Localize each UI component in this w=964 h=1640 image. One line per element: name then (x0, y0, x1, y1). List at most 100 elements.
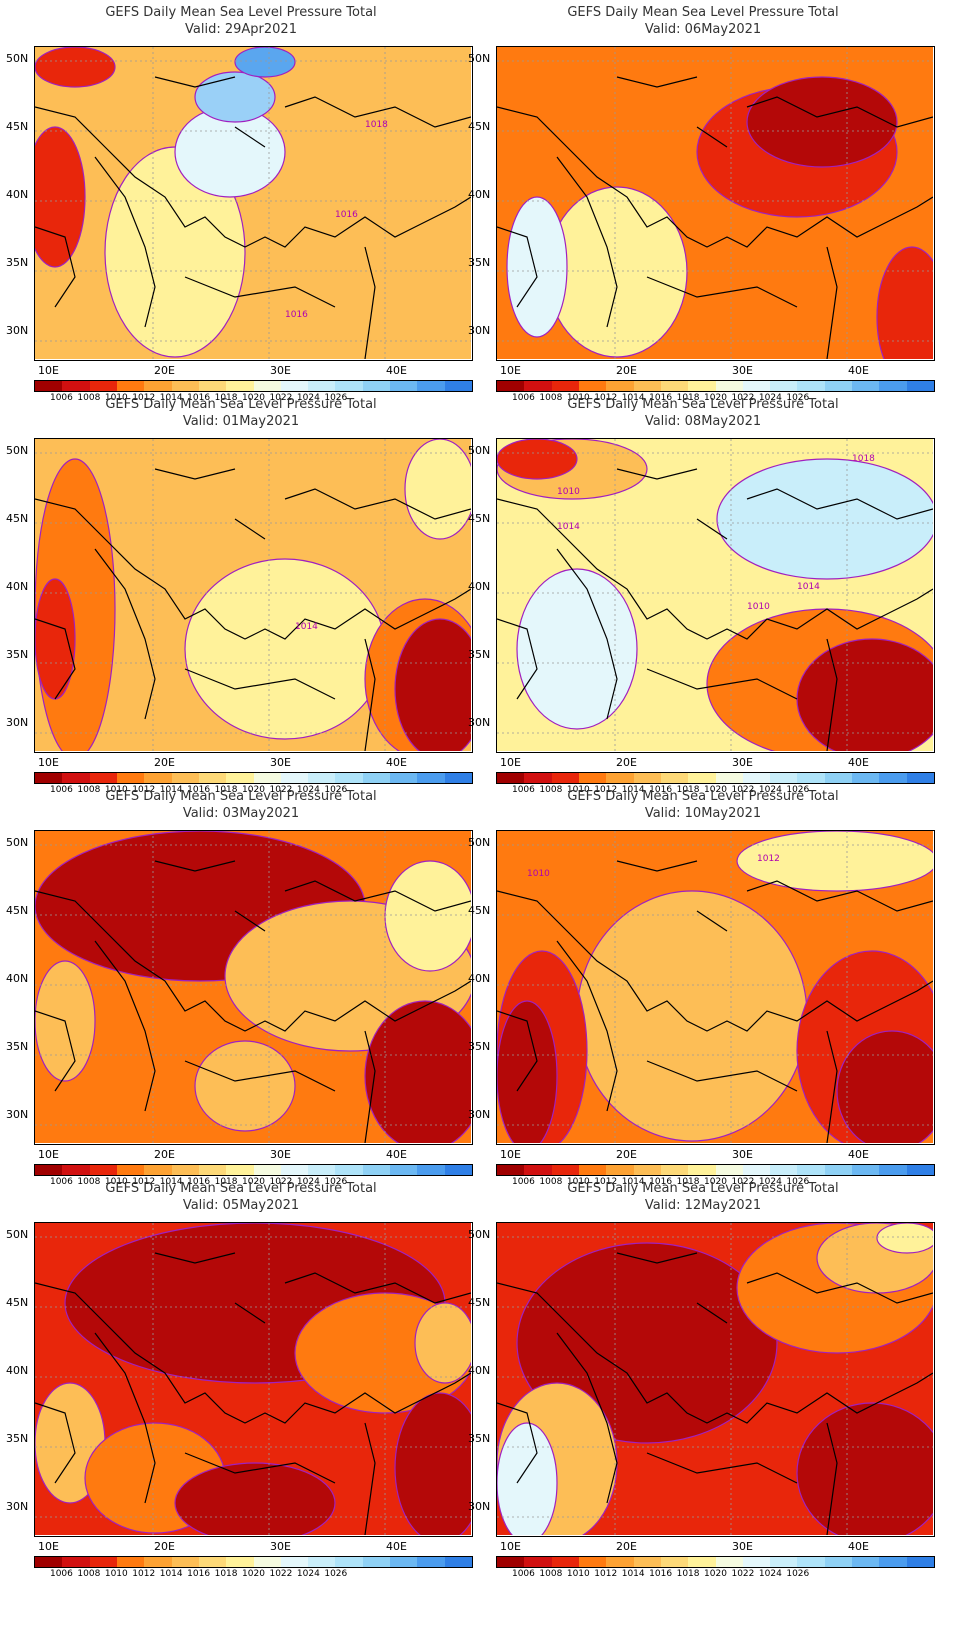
colorbar-swatch (226, 381, 254, 391)
colorbar-swatch (417, 773, 445, 783)
colorbar-label: 1014 (621, 393, 645, 403)
colorbar-swatch (824, 1557, 853, 1567)
colorbar-swatch (797, 1557, 825, 1567)
colorbar-label: 1010 (566, 393, 590, 403)
colorbar-label: 1020 (242, 1177, 265, 1187)
colorbar-swatch (308, 1165, 336, 1175)
colorbar-label: 1006 (511, 1177, 535, 1187)
colorbar-swatch (280, 1557, 309, 1567)
colorbar-swatch (906, 1557, 934, 1567)
latitude-label: 40N (468, 188, 491, 201)
colorbar-label: 1024 (758, 785, 782, 795)
longitude-label: 20E (154, 756, 175, 769)
colorbar-swatch (660, 381, 689, 391)
colorbar-label: 1016 (649, 785, 673, 795)
colorbar-swatch (770, 1557, 798, 1567)
colorbar-label: 1020 (242, 393, 265, 403)
colorbar-swatch (524, 381, 552, 391)
colorbar-swatch (715, 381, 743, 391)
colorbar-label: 1008 (539, 1569, 563, 1579)
pressure-map: 1014 (34, 438, 473, 753)
pressure-contour (394, 618, 471, 751)
colorbar-label: 1010 (566, 1569, 590, 1579)
colorbar-swatch (770, 773, 798, 783)
pressure-map: 1018 1016 1016 (34, 46, 473, 361)
colorbar-label: 1016 (187, 1569, 211, 1579)
isobar-label: 1012 (757, 854, 780, 864)
latitude-label: 35N (468, 648, 491, 661)
colorbar-label: 1022 (269, 393, 293, 403)
colorbar-swatch (606, 1165, 634, 1175)
latitude-label: 45N (468, 1296, 491, 1309)
colorbar-label: 1026 (786, 1569, 810, 1579)
colorbar-swatch (171, 1557, 199, 1567)
latitude-label: 50N (468, 52, 491, 65)
colorbar-swatch (62, 773, 90, 783)
colorbar-swatch (770, 1165, 798, 1175)
colorbar-swatch (497, 773, 525, 783)
latitude-label: 40N (6, 580, 29, 593)
pressure-contour (736, 831, 933, 892)
colorbar-swatch (335, 381, 363, 391)
colorbar-swatch (852, 1557, 880, 1567)
colorbar-swatch (879, 381, 907, 391)
colorbar-swatch (824, 1165, 853, 1175)
pressure-contour (414, 1302, 471, 1384)
latitude-label: 50N (468, 836, 491, 849)
colorbar-label: 1018 (214, 785, 238, 795)
isobar-label: 1016 (335, 210, 358, 220)
pressure-contour (194, 1040, 296, 1132)
colorbar-swatch (742, 1165, 771, 1175)
colorbar (34, 1556, 473, 1568)
longitude-label: 40E (848, 756, 869, 769)
colorbar-swatch (198, 773, 227, 783)
colorbar-swatch (524, 773, 552, 783)
pressure-map: 1012 1010 (496, 830, 935, 1145)
pressure-contour (174, 1462, 336, 1535)
colorbar-label: 1008 (539, 393, 563, 403)
longitude-label: 40E (848, 364, 869, 377)
longitude-label: 10E (38, 364, 59, 377)
colorbar-swatch (335, 1557, 363, 1567)
panel-title: GEFS Daily Mean Sea Level Pressure Total (567, 5, 839, 20)
colorbar-swatch (606, 1557, 634, 1567)
colorbar-swatch (362, 1557, 391, 1567)
colorbar-label: 1022 (731, 1569, 755, 1579)
colorbar-swatch (171, 773, 199, 783)
colorbar-swatch (89, 1165, 117, 1175)
colorbar-label: 1014 (621, 785, 645, 795)
colorbar-label: 1012 (132, 1569, 156, 1579)
colorbar-swatch (852, 773, 880, 783)
colorbar-label: 1020 (704, 785, 727, 795)
panel-title: GEFS Daily Mean Sea Level Pressure Total (105, 1181, 377, 1196)
longitude-label: 20E (616, 1540, 637, 1553)
pressure-contour (35, 47, 116, 88)
colorbar-label: 1024 (296, 785, 320, 795)
colorbar-label: 1008 (77, 1177, 101, 1187)
colorbar-swatch (906, 381, 934, 391)
colorbar-swatch (280, 1165, 309, 1175)
colorbar-label: 1006 (511, 785, 535, 795)
coastline (35, 1252, 471, 1535)
colorbar-swatch (824, 773, 853, 783)
longitude-label: 20E (154, 1148, 175, 1161)
latitude-label: 30N (6, 324, 29, 337)
coastline (497, 1252, 933, 1535)
longitude-label: 10E (500, 756, 521, 769)
colorbar-swatch (362, 773, 391, 783)
latitude-label: 30N (468, 324, 491, 337)
colorbar-swatch (852, 381, 880, 391)
pressure-contour (876, 1223, 933, 1254)
colorbar-swatch (62, 1165, 90, 1175)
colorbar-swatch (660, 1557, 689, 1567)
latitude-label: 45N (468, 904, 491, 917)
pressure-contour (394, 1392, 471, 1535)
colorbar-swatch (578, 1557, 607, 1567)
colorbar-swatch (578, 773, 607, 783)
colorbar-swatch (688, 1557, 716, 1567)
colorbar-swatch (308, 1557, 336, 1567)
longitude-label: 40E (386, 756, 407, 769)
colorbar-swatch (497, 1557, 525, 1567)
longitude-label: 20E (616, 1148, 637, 1161)
latitude-label: 45N (468, 512, 491, 525)
